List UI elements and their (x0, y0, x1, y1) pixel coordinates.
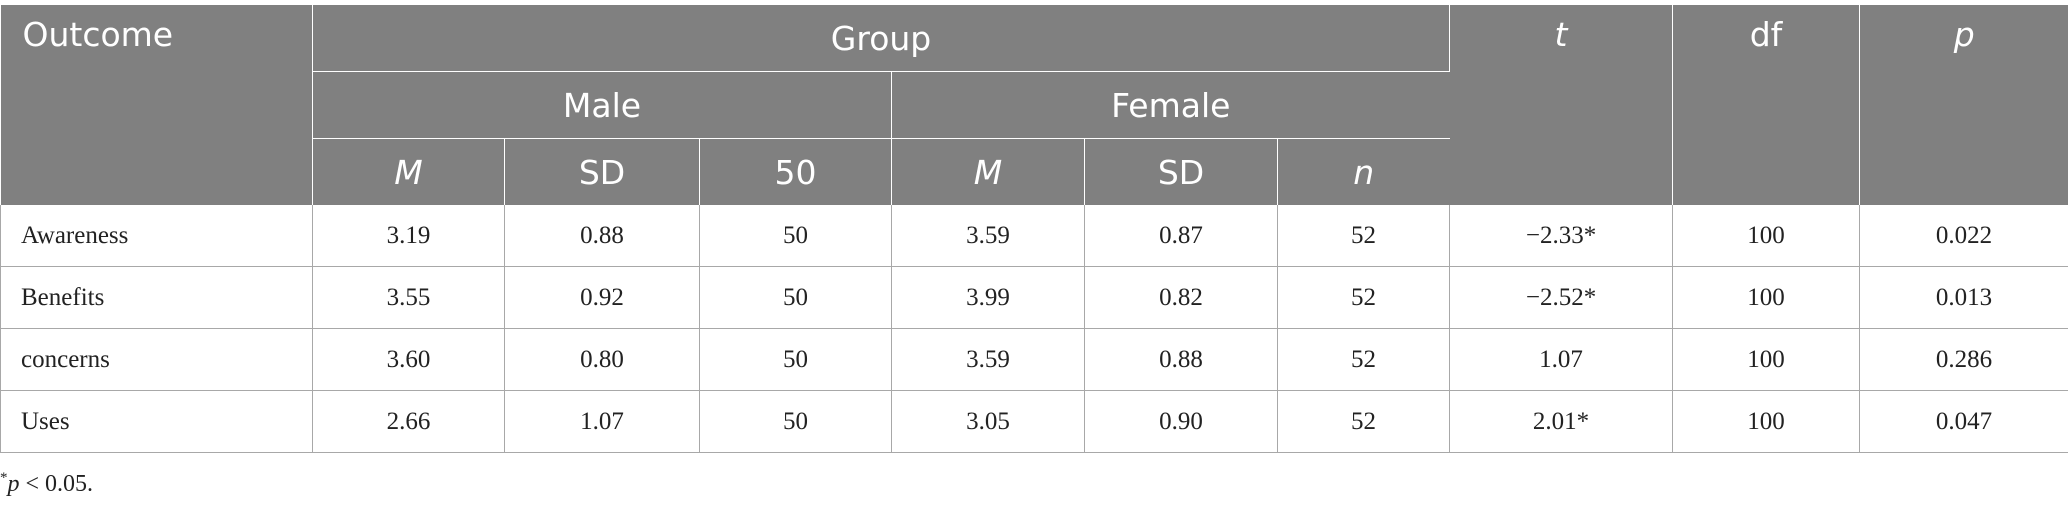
cell-t: 1.07 (1449, 328, 1674, 391)
header-row-stats: M SD 50 M SD n (1, 138, 2068, 205)
cell-df: 100 (1672, 205, 1861, 267)
header-male-n: 50 (699, 138, 892, 205)
cell-male-m: 3.60 (312, 328, 505, 391)
cell-p: 0.047 (1859, 390, 2068, 453)
header-row-top: Outcome Group t df p (0, 5, 2068, 205)
header-female-m: M (891, 138, 1085, 205)
header-female-n: n (1277, 138, 1450, 205)
cell-female-sd: 0.88 (1084, 328, 1278, 391)
header-female-sd: SD (1084, 138, 1278, 205)
header-t: t (1449, 5, 1674, 205)
table-row: Benefits 3.55 0.92 50 3.99 0.82 52 −2.52… (0, 266, 2068, 329)
table-body: Awareness 3.19 0.88 50 3.59 0.87 52 −2.3… (0, 205, 2068, 453)
header-male: Male (312, 71, 892, 139)
cell-female-sd: 0.87 (1084, 205, 1278, 267)
cell-female-sd: 0.82 (1084, 266, 1278, 329)
cell-female-m: 3.59 (891, 328, 1085, 391)
cell-p: 0.286 (1859, 328, 2068, 391)
cell-male-sd: 0.92 (504, 266, 700, 329)
cell-outcome: Benefits (0, 266, 313, 329)
footnote-variable: p (7, 471, 20, 497)
cell-male-n: 50 (699, 328, 892, 391)
cell-male-sd: 1.07 (504, 390, 700, 453)
cell-male-m: 3.55 (312, 266, 505, 329)
cell-df: 100 (1672, 266, 1861, 329)
cell-t: 2.01* (1449, 390, 1674, 453)
cell-male-m: 3.19 (312, 205, 505, 267)
cell-male-m: 2.66 (312, 390, 505, 453)
cell-female-sd: 0.90 (1084, 390, 1278, 453)
results-table: Outcome Group t df p Male Female M SD 50… (0, 5, 2068, 453)
header-male-m: M (312, 138, 505, 205)
cell-male-n: 50 (699, 266, 892, 329)
header-outcome: Outcome (0, 5, 313, 205)
header-df: df (1672, 5, 1861, 205)
table-row: Awareness 3.19 0.88 50 3.59 0.87 52 −2.3… (0, 205, 2068, 267)
cell-outcome: Uses (0, 390, 313, 453)
cell-male-sd: 0.88 (504, 205, 700, 267)
cell-outcome: Awareness (0, 205, 313, 267)
cell-female-m: 3.59 (891, 205, 1085, 267)
header-male-sd: SD (504, 138, 700, 205)
cell-male-n: 50 (699, 390, 892, 453)
cell-female-n: 52 (1277, 390, 1451, 453)
header-female: Female (891, 71, 1450, 139)
cell-outcome: concerns (0, 328, 313, 391)
cell-df: 100 (1672, 328, 1861, 391)
cell-female-n: 52 (1277, 266, 1451, 329)
cell-female-n: 52 (1277, 205, 1451, 267)
table-row: Uses 2.66 1.07 50 3.05 0.90 52 2.01* 100… (0, 390, 2068, 453)
cell-t: −2.33* (1449, 205, 1674, 267)
cell-df: 100 (1672, 390, 1861, 453)
header-p: p (1859, 5, 2068, 205)
cell-female-m: 3.99 (891, 266, 1085, 329)
cell-female-n: 52 (1277, 328, 1451, 391)
cell-p: 0.022 (1859, 205, 2068, 267)
footnote-text: < 0.05. (19, 471, 94, 497)
cell-male-n: 50 (699, 205, 892, 267)
header-row-group: Male Female (1, 71, 2068, 139)
footnote-marker: * (0, 470, 8, 486)
table-footnote: *p < 0.05. (0, 470, 93, 498)
cell-male-sd: 0.80 (504, 328, 700, 391)
table-row: concerns 3.60 0.80 50 3.59 0.88 52 1.07 … (0, 328, 2068, 391)
cell-p: 0.013 (1859, 266, 2068, 329)
cell-t: −2.52* (1449, 266, 1674, 329)
header-group: Group (312, 5, 1451, 72)
cell-female-m: 3.05 (891, 390, 1085, 453)
table-header: Outcome Group t df p Male Female M SD 50… (0, 5, 2068, 205)
